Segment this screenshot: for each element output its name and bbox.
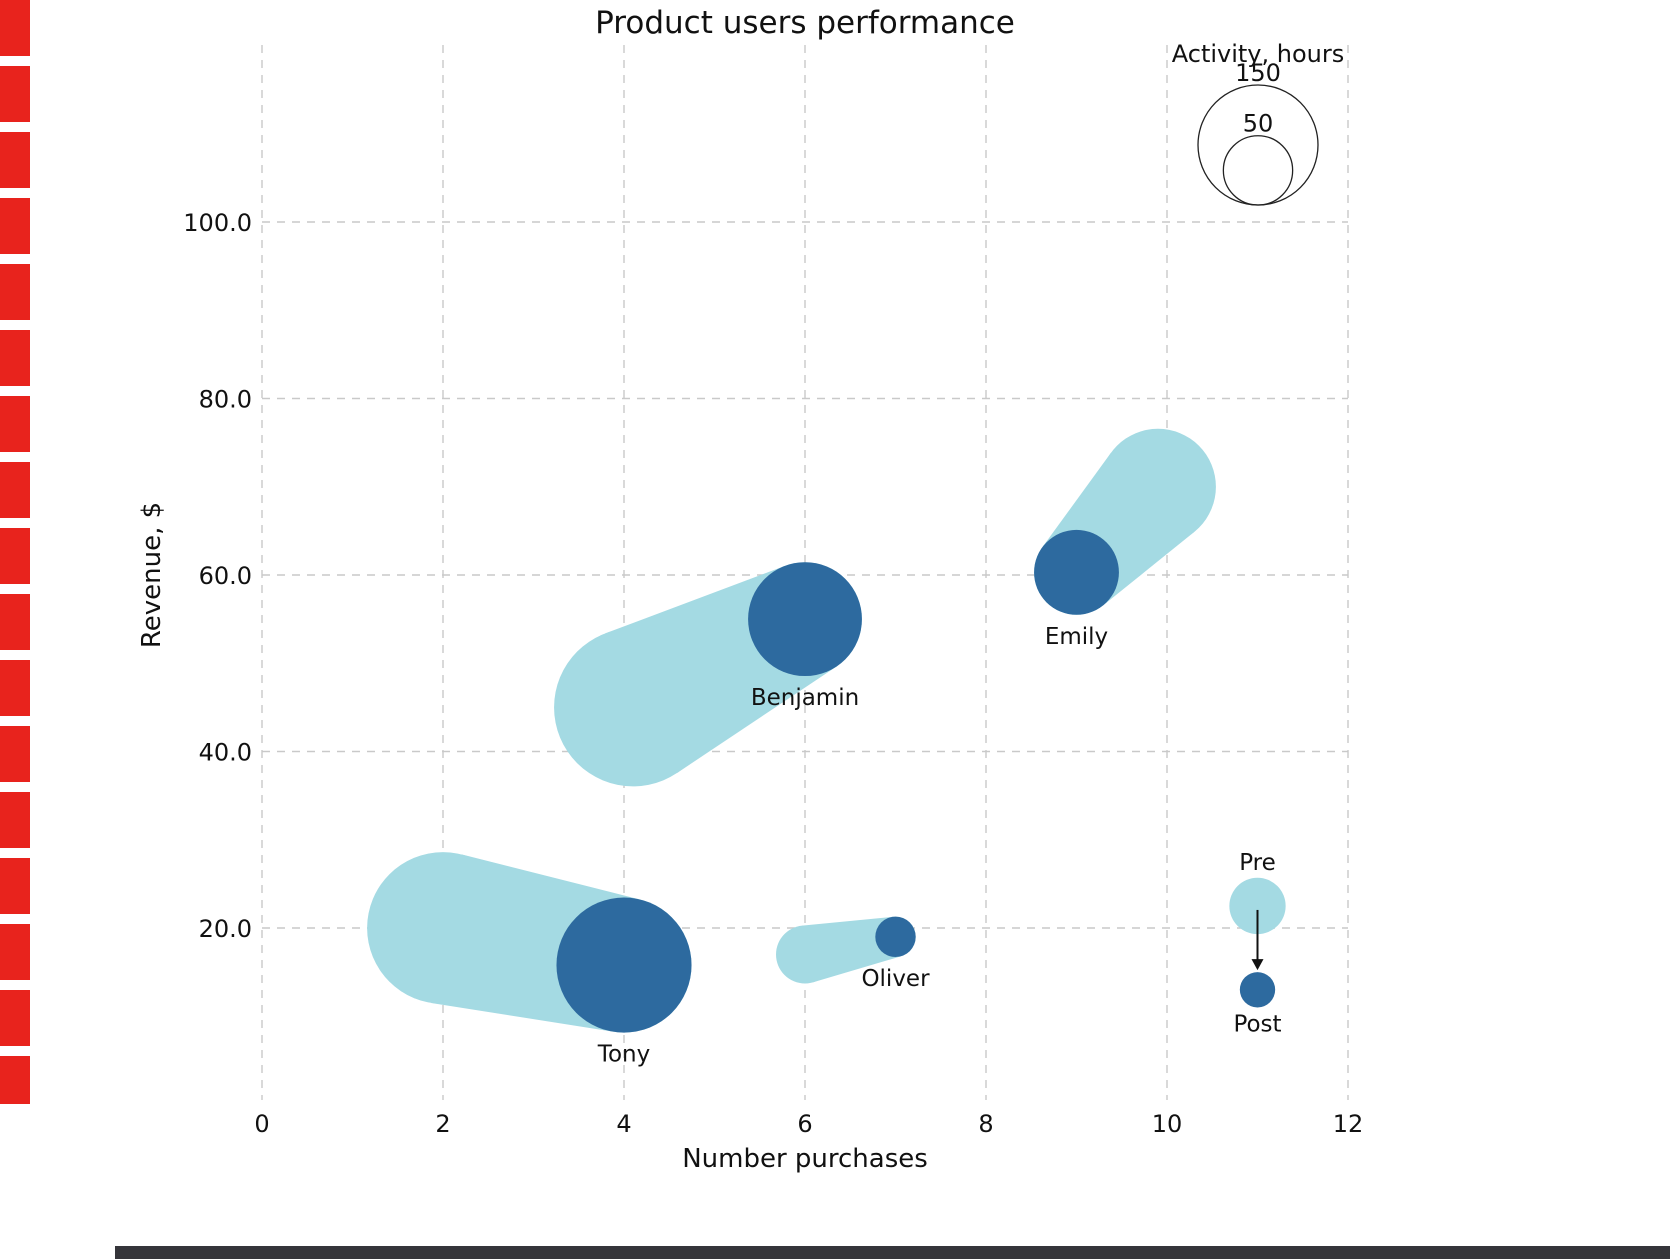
- size-legend-value: 50: [1243, 110, 1274, 138]
- user-emily: Emily: [1034, 428, 1216, 650]
- bubble-layer: Tony Oliver Benjamin Emily: [367, 428, 1216, 1068]
- legend-pre-bubble: [1229, 877, 1286, 935]
- x-tick-label: 10: [1152, 1110, 1183, 1138]
- user-oliver: Oliver: [776, 916, 930, 992]
- legend-post-bubble: [1239, 972, 1276, 1008]
- x-axis-label: Number purchases: [682, 1144, 928, 1174]
- size-legend: 150 50: [1197, 59, 1319, 206]
- user-label: Emily: [1045, 624, 1108, 650]
- y-axis-label: Revenue, $: [137, 502, 167, 648]
- bottom-video-strip: [115, 1246, 1670, 1259]
- chart-title: Product users performance: [595, 5, 1015, 41]
- pre-post-legend: Pre Post: [1229, 850, 1286, 1037]
- y-tick-label: 20.0: [199, 915, 252, 943]
- y-tick-label: 40.0: [199, 739, 252, 767]
- user-tony: Tony: [367, 852, 692, 1068]
- size-legend-title: Activity, hours: [1172, 40, 1345, 68]
- transition-arrowhead: [1251, 959, 1264, 971]
- size-legend-circle: [1222, 135, 1294, 206]
- user-label: Benjamin: [751, 685, 859, 711]
- size-legend-circle: [1197, 84, 1319, 206]
- x-tick-label: 0: [254, 1110, 269, 1138]
- y-tick-label: 100.0: [183, 209, 252, 237]
- legend-pre-label: Pre: [1239, 850, 1276, 876]
- size-legend-value: 150: [1235, 59, 1281, 87]
- left-edge-marker: [0, 0, 30, 1104]
- post-bubble: [875, 916, 916, 958]
- x-tick-label: 8: [978, 1110, 993, 1138]
- y-tick-label: 60.0: [199, 562, 252, 590]
- user-label: Tony: [597, 1042, 650, 1068]
- x-tick-label: 12: [1333, 1110, 1364, 1138]
- x-tick-label: 2: [435, 1110, 450, 1138]
- y-tick-label: 80.0: [199, 386, 252, 414]
- post-bubble: [1034, 529, 1119, 615]
- user-benjamin: Benjamin: [554, 562, 862, 787]
- user-label: Oliver: [861, 966, 930, 992]
- x-tick-label: 4: [616, 1110, 631, 1138]
- legend-post-label: Post: [1233, 1011, 1281, 1037]
- tick-layer: 0 2 4 6 8 10 12 20.0 40.0 60.0 80.0 100.0: [183, 209, 1363, 1138]
- post-bubble: [748, 562, 862, 677]
- post-bubble: [556, 897, 692, 1033]
- x-tick-label: 6: [797, 1110, 812, 1138]
